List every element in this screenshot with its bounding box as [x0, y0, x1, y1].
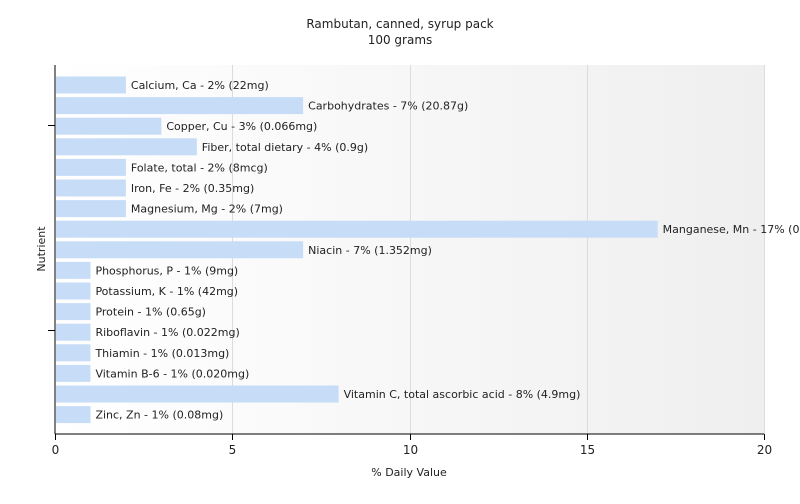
y-axis-label: Nutrient [35, 226, 48, 272]
bar [56, 323, 91, 341]
text-layer: Rambutan, canned, syrup pack 100 grams %… [35, 17, 494, 479]
x-axis-label: % Daily Value [371, 466, 447, 479]
bar [56, 97, 304, 115]
bar-data-label: Folate, total - 2% (8mcg) [131, 161, 268, 174]
bar-data-label: Carbohydrates - 7% (20.87g) [308, 100, 468, 113]
bar [56, 117, 162, 135]
bar [56, 220, 658, 238]
bar-data-label: Calcium, Ca - 2% (22mg) [131, 79, 269, 92]
bar [56, 364, 91, 382]
x-tick-label: 5 [229, 443, 237, 457]
bar-layer: Calcium, Ca - 2% (22mg) Carbohydrates - 7… [56, 76, 800, 424]
bar-data-label: Phosphorus, P - 1% (9mg) [95, 264, 238, 277]
bar-data-label: Iron, Fe - 2% (0.35mg) [131, 182, 254, 195]
bar-data-label: Potassium, K - 1% (42mg) [95, 285, 238, 298]
x-tick-label: 15 [580, 443, 595, 457]
grid-layer [232, 65, 765, 434]
bar [56, 303, 91, 321]
bar-data-label: Vitamin C, total ascorbic acid - 8% (4.9… [344, 388, 581, 401]
bar-data-label: Protein - 1% (0.65g) [95, 306, 206, 319]
bar [56, 138, 197, 156]
bar-data-label: Vitamin B-6 - 1% (0.020mg) [95, 367, 249, 380]
x-tick-label: 10 [403, 443, 418, 457]
bar-data-label: Fiber, total dietary - 4% (0.9g) [202, 141, 368, 154]
bar [56, 200, 126, 218]
bar [56, 282, 91, 300]
bar-data-label: Zinc, Zn - 1% (0.08mg) [95, 409, 223, 422]
bar-data-label: Niacin - 7% (1.352mg) [308, 244, 432, 257]
bar [56, 76, 126, 94]
bar-data-label: Manganese, Mn - 17% (0.343mg) [663, 223, 800, 236]
chart-title: Rambutan, canned, syrup pack [306, 17, 493, 31]
x-tick-label: 20 [757, 443, 772, 457]
bar [56, 179, 126, 197]
bar-data-label: Magnesium, Mg - 2% (7mg) [131, 203, 283, 216]
bar [56, 344, 91, 362]
bar [56, 385, 339, 403]
bar-data-label: Copper, Cu - 3% (0.066mg) [166, 120, 317, 133]
x-tick-label: 0 [52, 443, 60, 457]
bar [56, 261, 91, 279]
bar-data-label: Thiamin - 1% (0.013mg) [94, 347, 229, 360]
bar [56, 241, 304, 259]
axis-layer: 0 5 10 15 20 [48, 65, 772, 457]
bar [56, 158, 126, 176]
bar-data-label: Riboflavin - 1% (0.022mg) [95, 326, 239, 339]
bar [56, 406, 91, 424]
chart-subtitle: 100 grams [368, 33, 433, 47]
